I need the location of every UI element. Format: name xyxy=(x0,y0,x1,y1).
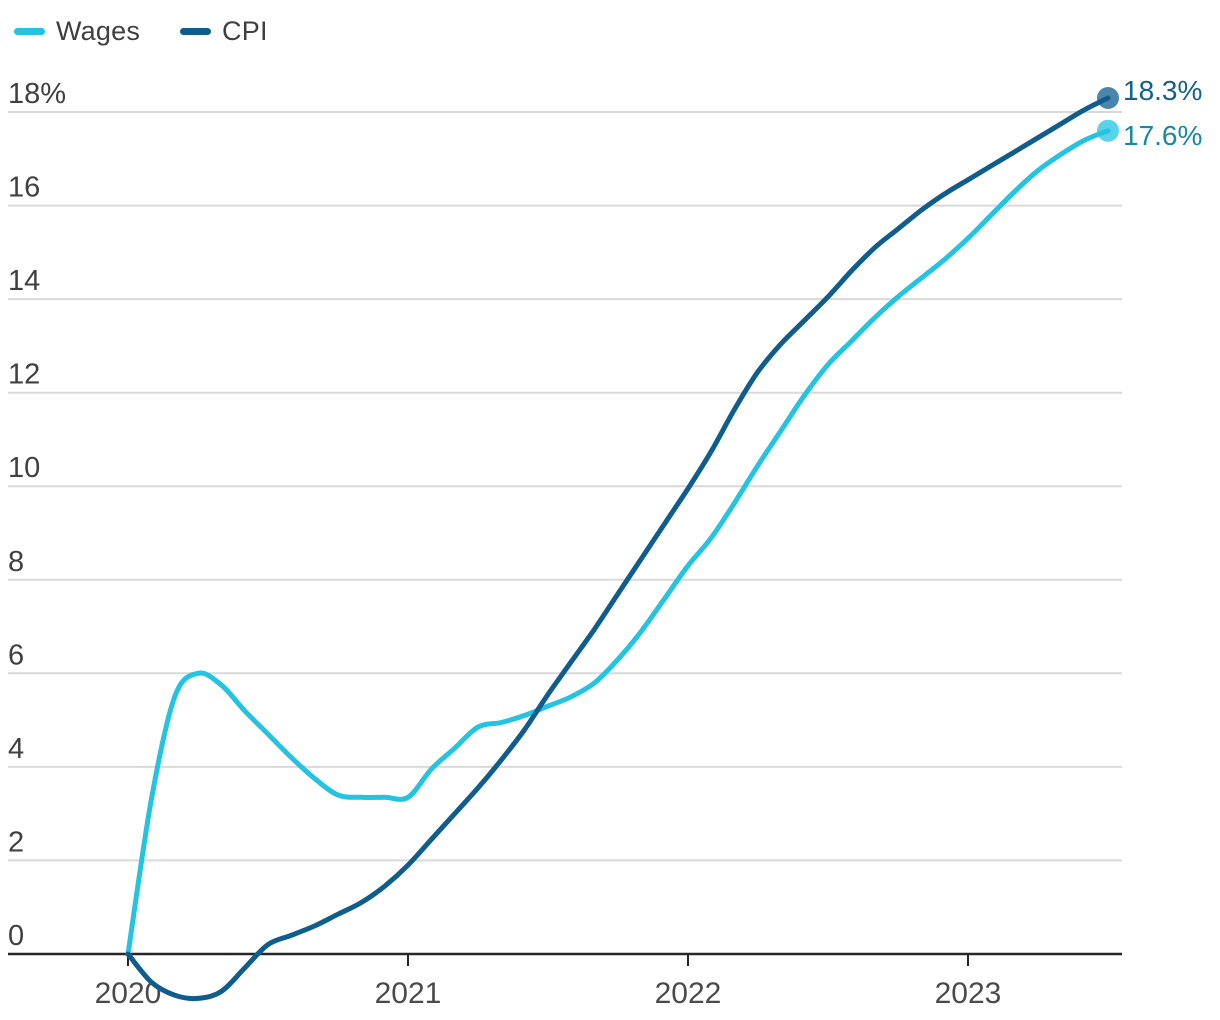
x-tick-label: 2023 xyxy=(935,977,1002,1010)
y-tick-label: 10 xyxy=(8,452,40,484)
y-tick-label: 2 xyxy=(8,826,24,858)
legend-label-cpi: CPI xyxy=(222,16,268,46)
legend-item-cpi: CPI xyxy=(180,16,268,47)
y-tick-label: 16 xyxy=(8,172,40,204)
cpi-line[interactable] xyxy=(125,95,1111,1002)
end-value-label-cpi: 18.3% xyxy=(1123,74,1203,106)
y-tick-label: 0 xyxy=(8,920,24,952)
legend-item-wages: Wages xyxy=(14,16,140,47)
y-tick-label: 12 xyxy=(8,359,40,391)
wages-line[interactable] xyxy=(125,128,1111,957)
y-tick-label: 14 xyxy=(8,265,40,297)
gridlines xyxy=(8,111,1122,862)
y-tick-label: 18% xyxy=(8,78,66,110)
cpi-line-swatch-icon xyxy=(180,28,212,35)
x-tick-label: 2021 xyxy=(375,977,442,1010)
legend-label-wages: Wages xyxy=(56,16,141,46)
legend: Wages CPI xyxy=(14,16,308,47)
wages-line-swatch-icon xyxy=(14,28,45,35)
y-tick-label: 8 xyxy=(8,546,24,578)
y-tick-label: 6 xyxy=(8,639,24,671)
end-value-label-wages: 17.6% xyxy=(1123,119,1203,151)
y-tick-label: 4 xyxy=(8,733,24,765)
x-tick-label: 2022 xyxy=(655,977,722,1010)
